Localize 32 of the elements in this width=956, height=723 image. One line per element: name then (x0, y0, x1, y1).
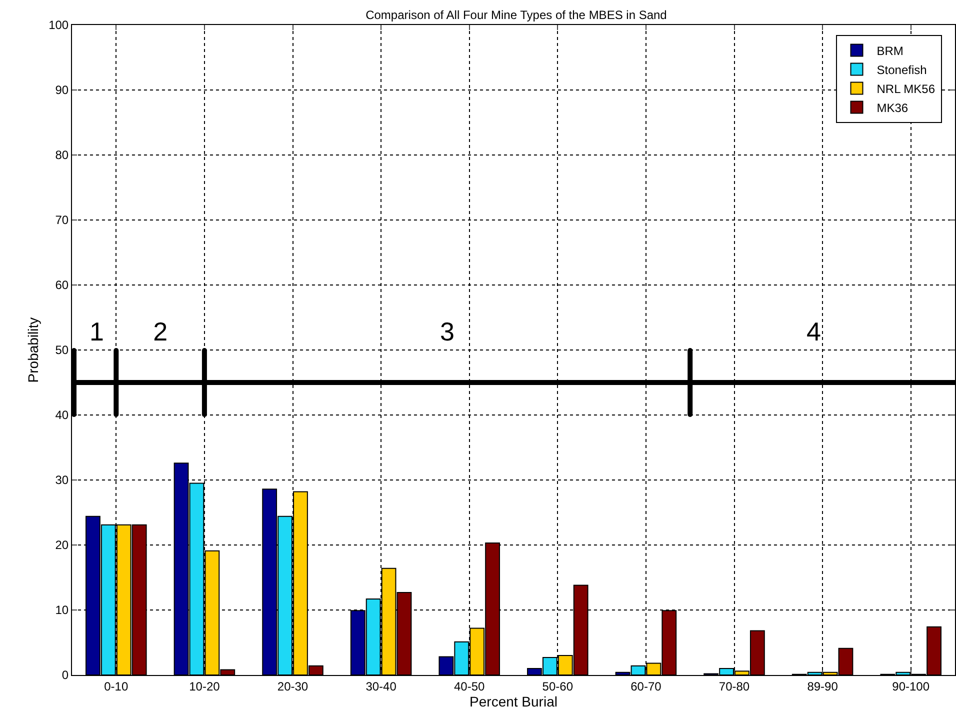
y-axis-title: Probability (25, 317, 42, 383)
x-tick-label: 30-40 (366, 679, 397, 694)
y-tick-label: 70 (55, 213, 69, 228)
y-tick-label: 50 (55, 343, 69, 358)
annotation: 3 (440, 316, 455, 346)
legend-label: Stonefish (876, 62, 927, 77)
y-tick-label: 20 (55, 538, 69, 552)
x-tick-label: 90-100 (892, 679, 930, 694)
x-tick-label: 10-20 (189, 679, 220, 694)
annotation: 1 (89, 316, 104, 346)
x-axis-title: Percent Burial (470, 693, 558, 710)
chart-title: Comparison of All Four Mine Types of the MBES in Sand (366, 8, 667, 22)
x-tick-label: 20-30 (277, 679, 308, 694)
y-tick-label: 10 (55, 603, 69, 618)
x-tick-label: 70-80 (718, 679, 750, 694)
x-tick-label: 50-60 (542, 679, 574, 694)
y-tick-label: 40 (55, 408, 69, 422)
legend-label: BRM (876, 44, 904, 58)
x-tick-label: 60-70 (630, 679, 662, 694)
x-tick-label: 89-90 (807, 679, 838, 694)
x-tick-label: 40-50 (454, 679, 486, 694)
annotation: 4 (806, 316, 821, 346)
legend-label: MK36 (876, 100, 908, 115)
x-tick-label: 0-10 (104, 679, 128, 694)
legend-label: NRL MK56 (876, 82, 936, 96)
y-tick-label: 0 (62, 668, 69, 682)
y-tick-label: 90 (55, 83, 69, 98)
y-tick-label: 100 (48, 18, 69, 32)
annotation: 2 (153, 316, 168, 346)
y-tick-label: 30 (55, 473, 69, 488)
y-tick-label: 60 (55, 278, 69, 292)
y-tick-label: 80 (55, 148, 69, 162)
